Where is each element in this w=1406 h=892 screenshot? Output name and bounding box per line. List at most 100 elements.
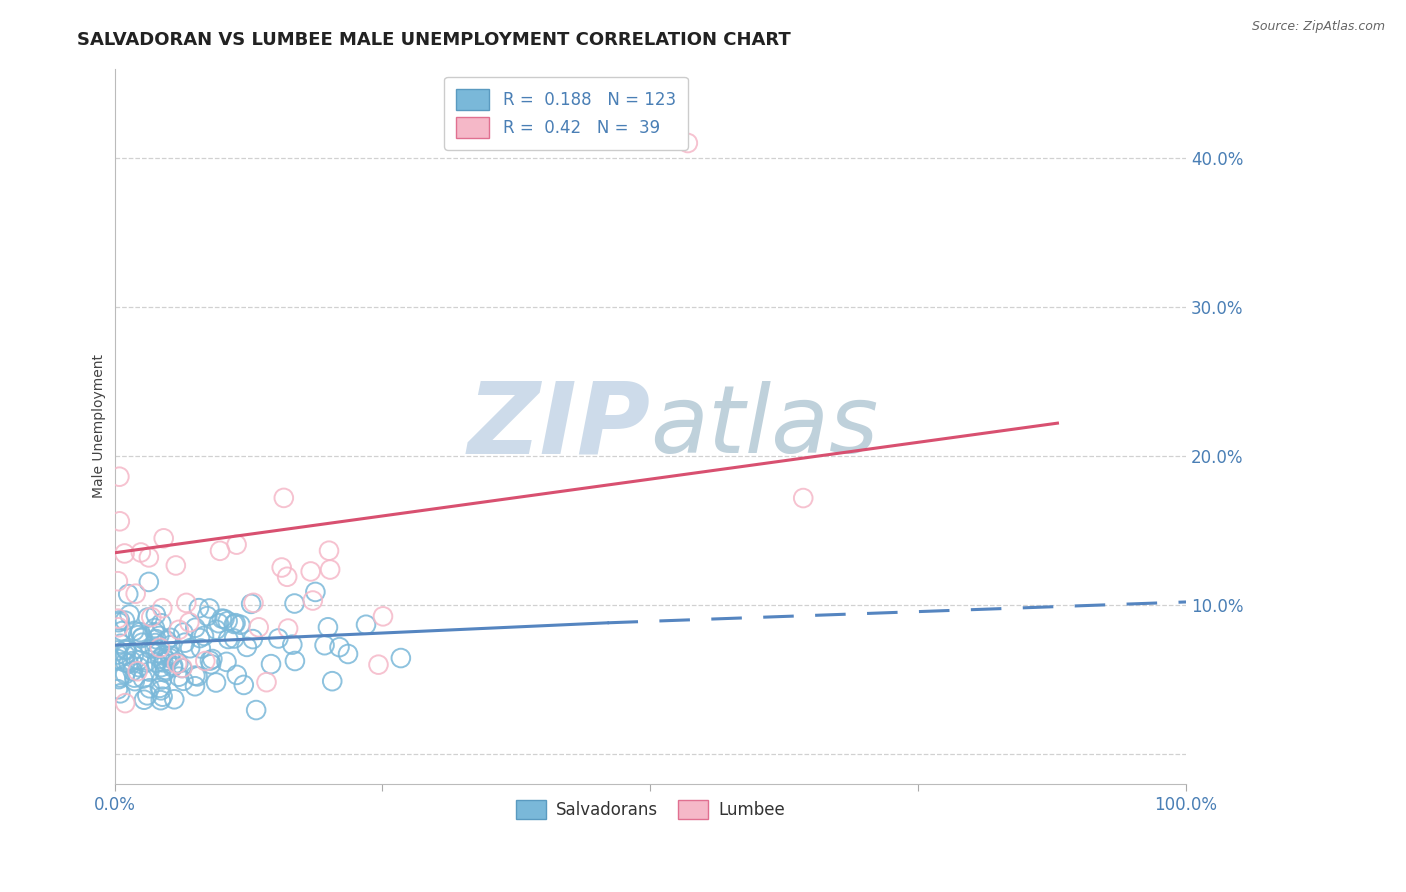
Point (328, 640, 350, 654)
Point (114, 667, 136, 681)
Point (108, 514, 131, 528)
Point (208, 543, 231, 558)
Point (187, 669, 209, 683)
Point (129, 625, 152, 640)
Point (114, 642, 136, 657)
Point (146, 646, 169, 660)
Point (354, 617, 377, 632)
Point (232, 678, 254, 692)
Point (115, 643, 138, 657)
Point (792, 491, 814, 505)
Point (136, 689, 159, 703)
Point (149, 640, 172, 655)
Point (138, 550, 160, 565)
Point (167, 657, 190, 671)
Point (159, 638, 181, 652)
Point (173, 635, 195, 649)
Point (114, 648, 136, 662)
Point (148, 629, 170, 643)
Point (242, 632, 264, 646)
Point (211, 612, 233, 626)
Point (122, 648, 145, 663)
Point (132, 672, 155, 686)
Point (172, 673, 194, 688)
Point (131, 631, 153, 645)
Point (136, 610, 159, 624)
Point (229, 617, 252, 632)
Point (121, 654, 143, 668)
Point (156, 633, 179, 648)
Point (145, 656, 167, 670)
Point (301, 593, 323, 607)
Point (215, 655, 238, 669)
Point (162, 660, 184, 674)
Point (139, 641, 162, 656)
Point (184, 668, 207, 682)
Point (114, 696, 136, 710)
Point (260, 657, 283, 672)
Point (273, 491, 295, 505)
Point (141, 610, 163, 624)
Point (316, 620, 339, 634)
Point (225, 668, 247, 682)
Point (367, 657, 389, 672)
Point (162, 658, 184, 673)
Point (127, 628, 149, 642)
Point (150, 616, 173, 631)
Point (167, 623, 190, 637)
Point (194, 654, 217, 668)
Point (124, 674, 146, 689)
Point (198, 654, 221, 668)
Point (201, 652, 224, 666)
Point (149, 681, 172, 695)
Point (143, 621, 166, 635)
Point (321, 674, 343, 689)
Point (389, 651, 412, 665)
Point (156, 654, 179, 668)
Point (108, 672, 131, 686)
Point (337, 647, 360, 661)
Text: SALVADORAN VS LUMBEE MALE UNEMPLOYMENT CORRELATION CHART: SALVADORAN VS LUMBEE MALE UNEMPLOYMENT C… (77, 31, 792, 49)
Point (138, 681, 160, 696)
Text: Source: ZipAtlas.com: Source: ZipAtlas.com (1251, 20, 1385, 33)
Point (143, 640, 166, 655)
Point (187, 601, 209, 615)
Point (277, 622, 299, 636)
Point (163, 692, 186, 706)
Point (318, 543, 340, 558)
Point (159, 648, 181, 663)
Y-axis label: Male Unemployment: Male Unemployment (93, 354, 107, 498)
Point (214, 612, 236, 626)
Point (149, 683, 172, 698)
Point (129, 545, 152, 559)
Point (314, 638, 336, 652)
Point (152, 648, 174, 663)
Point (107, 612, 129, 626)
Point (110, 637, 132, 651)
Point (184, 621, 207, 635)
Point (217, 632, 239, 646)
Point (205, 675, 228, 690)
Point (304, 585, 326, 599)
Point (114, 656, 136, 670)
Point (242, 596, 264, 610)
Point (128, 653, 150, 667)
Point (159, 631, 181, 645)
Point (188, 631, 211, 645)
Point (111, 624, 134, 639)
Point (170, 661, 193, 675)
Point (676, 136, 699, 150)
Point (166, 657, 188, 671)
Point (190, 641, 212, 656)
Point (240, 597, 263, 611)
Point (124, 587, 146, 601)
Point (150, 601, 173, 615)
Point (245, 703, 267, 717)
Point (132, 692, 155, 706)
Point (225, 616, 247, 631)
Point (117, 587, 139, 601)
Point (179, 641, 201, 656)
Point (114, 614, 136, 628)
Point (176, 596, 198, 610)
Point (107, 574, 129, 589)
